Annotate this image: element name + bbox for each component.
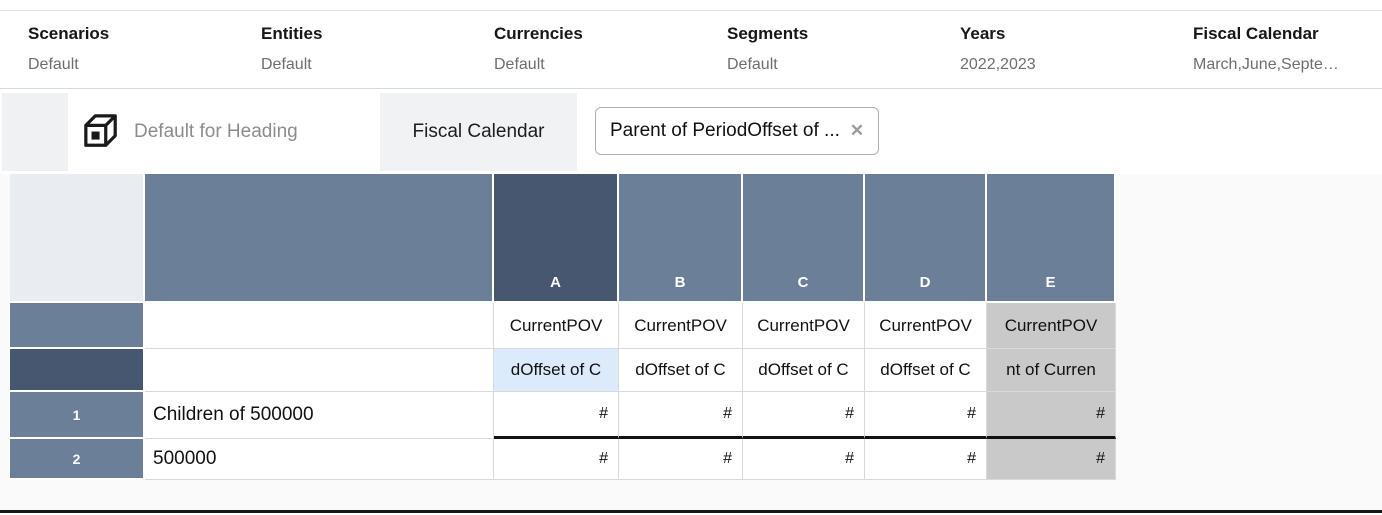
toolbar-left-panel bbox=[2, 93, 68, 171]
data-cell-disabled[interactable]: # bbox=[987, 392, 1116, 439]
row-dimension-header[interactable] bbox=[145, 174, 494, 303]
cube-selector-label: Default for Heading bbox=[134, 121, 298, 142]
pov-label: Segments bbox=[727, 24, 809, 43]
pov-value[interactable]: Default bbox=[261, 56, 312, 73]
member-chip[interactable]: Parent of PeriodOffset of ... ✕ bbox=[595, 107, 880, 155]
column-header-e[interactable]: E bbox=[987, 174, 1116, 303]
data-cell[interactable]: # bbox=[865, 392, 987, 439]
header-row2-handle[interactable] bbox=[10, 349, 145, 392]
column-header-a[interactable]: A bbox=[494, 174, 619, 303]
header-cell-disabled[interactable]: CurrentPOV bbox=[987, 303, 1116, 349]
data-cell-disabled[interactable]: # bbox=[987, 439, 1116, 480]
row-label[interactable]: Children of 500000 bbox=[145, 392, 494, 439]
toolbar: Default for Heading Fiscal Calendar Pare… bbox=[0, 89, 1382, 174]
cube-selector-button[interactable]: Default for Heading bbox=[70, 93, 370, 171]
pov-label: Years bbox=[960, 24, 1006, 43]
row-number[interactable]: 2 bbox=[10, 439, 145, 480]
cube-icon bbox=[84, 114, 117, 147]
pov-label: Fiscal Calendar bbox=[1193, 24, 1319, 43]
header-cell[interactable]: CurrentPOV bbox=[743, 303, 865, 349]
pov-value[interactable]: Default bbox=[28, 56, 79, 73]
column-header-c[interactable]: C bbox=[743, 174, 865, 303]
header-row1-handle[interactable] bbox=[10, 303, 145, 349]
close-icon[interactable]: ✕ bbox=[849, 121, 865, 140]
column-header-d[interactable]: D bbox=[865, 174, 987, 303]
header-row2-label-cell[interactable] bbox=[145, 349, 494, 392]
data-cell[interactable]: # bbox=[865, 439, 987, 480]
tab-label: Fiscal Calendar bbox=[412, 121, 545, 142]
row-label[interactable]: 500000 bbox=[145, 439, 494, 480]
pov-label: Entities bbox=[261, 24, 323, 43]
data-cell[interactable]: # bbox=[619, 439, 743, 480]
member-chip-label: Parent of PeriodOffset of ... bbox=[610, 120, 840, 141]
data-cell[interactable]: # bbox=[743, 439, 865, 480]
pov-label: Currencies bbox=[494, 24, 583, 43]
data-cell[interactable]: # bbox=[494, 439, 619, 480]
grid-corner-cell[interactable] bbox=[10, 174, 145, 303]
tab-fiscal-calendar[interactable]: Fiscal Calendar bbox=[380, 93, 577, 171]
header-cell-selected[interactable]: dOffset of C bbox=[494, 349, 619, 392]
pov-value[interactable]: Default bbox=[727, 56, 778, 73]
data-cell[interactable]: # bbox=[743, 392, 865, 439]
pov-value[interactable]: Default bbox=[494, 56, 545, 73]
pov-item-entities[interactable]: Entities Default bbox=[261, 24, 494, 74]
design-grid: A B C D E CurrentPOV CurrentPOV CurrentP… bbox=[10, 174, 1116, 480]
pov-item-years[interactable]: Years 2022,2023 bbox=[960, 24, 1193, 74]
pov-value[interactable]: March,June,Septe… bbox=[1193, 56, 1339, 73]
header-cell-disabled[interactable]: nt of Curren bbox=[987, 349, 1116, 392]
pov-item-currencies[interactable]: Currencies Default bbox=[494, 24, 727, 74]
window-bottom-border bbox=[0, 510, 1382, 513]
pov-item-segments[interactable]: Segments Default bbox=[727, 24, 960, 74]
header-cell[interactable]: dOffset of C bbox=[743, 349, 865, 392]
header-cell[interactable]: dOffset of C bbox=[619, 349, 743, 392]
pov-label: Scenarios bbox=[28, 24, 110, 43]
header-cell[interactable]: CurrentPOV bbox=[619, 303, 743, 349]
header-cell[interactable]: CurrentPOV bbox=[494, 303, 619, 349]
header-cell[interactable]: CurrentPOV bbox=[865, 303, 987, 349]
header-cell[interactable]: dOffset of C bbox=[865, 349, 987, 392]
data-cell[interactable]: # bbox=[619, 392, 743, 439]
header-row1-label-cell[interactable] bbox=[145, 303, 494, 349]
pov-item-fiscal-calendar[interactable]: Fiscal Calendar March,June,Septe… bbox=[1193, 24, 1382, 74]
column-header-b[interactable]: B bbox=[619, 174, 743, 303]
pov-value[interactable]: 2022,2023 bbox=[960, 56, 1036, 73]
pov-bar: Scenarios Default Entities Default Curre… bbox=[0, 10, 1382, 89]
data-cell[interactable]: # bbox=[494, 392, 619, 439]
row-number[interactable]: 1 bbox=[10, 392, 145, 439]
pov-item-scenarios[interactable]: Scenarios Default bbox=[28, 24, 261, 74]
